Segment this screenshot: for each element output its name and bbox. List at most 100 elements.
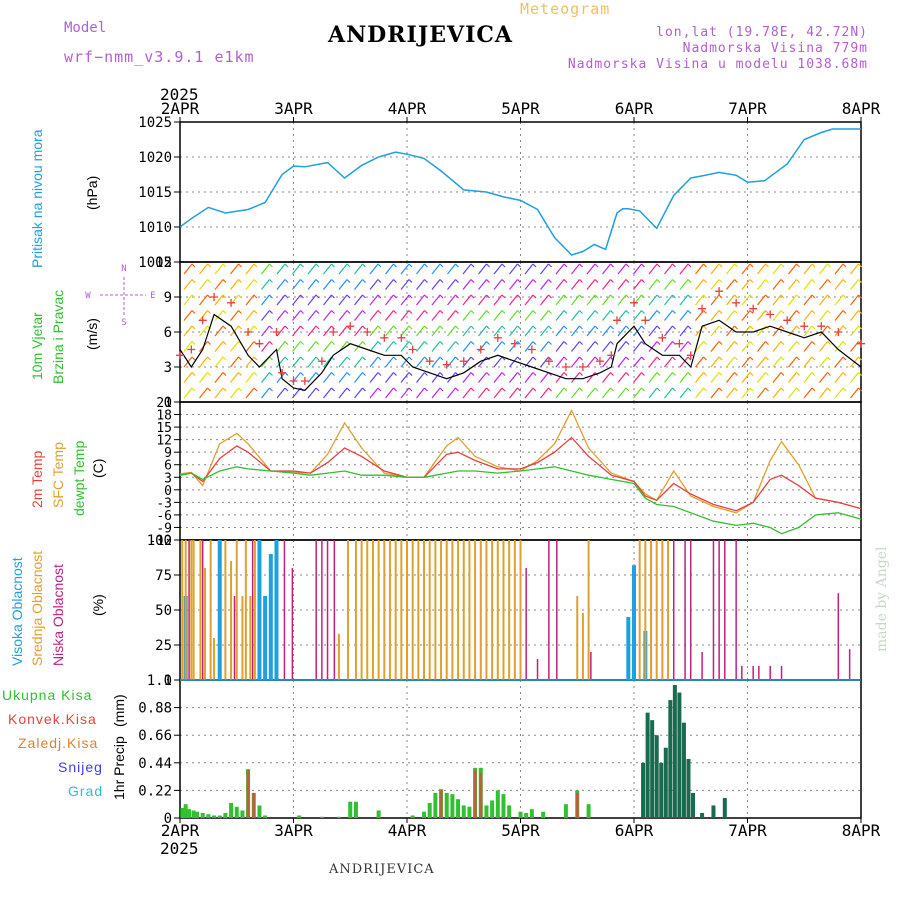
wind-barb (199, 310, 208, 321)
wind-barb (509, 356, 518, 368)
wind-barb-flag (734, 279, 738, 283)
wind-barb-flag (455, 263, 459, 268)
precip-legend-1: Konvek.Kisa (8, 711, 97, 727)
wind-gust-marker (641, 316, 650, 325)
wind-barb-flag (362, 294, 366, 299)
wind-barb-flag (284, 310, 289, 314)
cloud-bar (457, 540, 460, 680)
model-name: wrf−nmm_v3.9.1 e1km (64, 48, 255, 66)
cloud-bar (590, 652, 592, 680)
wind-barb-flag (362, 387, 366, 392)
wind-barb-flag (610, 372, 614, 376)
wind-barb (385, 310, 394, 321)
precip-bar (353, 801, 358, 818)
wind-barb-flag (517, 294, 521, 299)
wind-barb-flag (346, 279, 351, 283)
wind-barb (493, 325, 503, 337)
wind-gust-marker (658, 333, 667, 342)
x-tick-label-top: 4APR (388, 99, 427, 118)
wind-barb-flag (656, 356, 661, 361)
wind-barb-flag (563, 310, 568, 314)
wind-barb-flag (269, 341, 273, 345)
wind-barb (292, 341, 301, 352)
wind-barb-flag (858, 372, 862, 376)
wind-barb-flag (486, 341, 490, 345)
wind-barb (369, 310, 379, 321)
wind-barb (276, 310, 286, 321)
cloud-bar (769, 666, 771, 680)
wind-barb (540, 372, 549, 383)
compass-n: N (121, 264, 126, 274)
wind-barb (617, 325, 627, 337)
wind-gust-marker (176, 351, 184, 360)
cloud-bar (257, 540, 262, 680)
wind-barb-flag (191, 279, 196, 283)
wind-barb-flag (610, 263, 614, 268)
wind-barb-flag (315, 263, 320, 268)
wind-gust-marker (578, 363, 587, 371)
wind-barb-flag (191, 356, 196, 361)
wind-barb (710, 310, 720, 321)
wind-barb-flag (470, 356, 475, 361)
wind-barb (524, 279, 534, 290)
wind-gust-marker (595, 357, 604, 366)
wind-barb (199, 356, 208, 368)
cloud-bar (388, 540, 391, 680)
wind-barb (772, 356, 782, 368)
wind-barb-flag (517, 341, 521, 345)
wind-barb-flag (455, 279, 459, 283)
precip-bar (659, 762, 664, 818)
wind-barb (493, 372, 503, 383)
wind-barb (741, 310, 751, 321)
wind-barb-flag (470, 325, 475, 330)
wind-barb-flag (842, 279, 847, 283)
precip-bar (663, 747, 668, 818)
wind-barb (819, 279, 828, 290)
wind-gust-marker (380, 333, 389, 342)
wind-barb (276, 294, 286, 306)
wind-barb (757, 372, 766, 383)
wind-barb-flag (796, 310, 800, 314)
wind-gust-marker (715, 287, 724, 296)
wind-barb-flag (718, 294, 723, 299)
wind-barb-flag (300, 310, 304, 314)
y-tick-label: -6 (156, 509, 172, 524)
wind-barb (726, 387, 735, 399)
wind-barb-flag (315, 372, 320, 376)
cloud-bar (241, 596, 244, 680)
wind-barb (819, 372, 828, 383)
wind-barb-flag (393, 372, 397, 376)
wind-barb-flag (284, 263, 289, 268)
wind-barb (416, 294, 425, 306)
y-tick-label: 9 (164, 446, 172, 461)
wind-barb-flag (331, 310, 335, 314)
wind-barb-flag (191, 263, 196, 268)
wind-barb-flag (284, 341, 289, 345)
wind-barb-flag (424, 341, 428, 345)
y-tick-label: 0 (164, 395, 172, 411)
wind-barb (540, 310, 549, 321)
wind-barb (679, 279, 689, 290)
wind-barb (664, 294, 673, 306)
wind-barb-flag (362, 325, 366, 330)
wind-barb (695, 341, 704, 352)
wind-barb (695, 387, 704, 399)
wind-gust-marker (561, 363, 570, 371)
wind-gust-marker (476, 345, 485, 354)
cloud-bar (445, 540, 448, 680)
wind-barb-flag (749, 325, 754, 330)
temp-unit: (C) (90, 459, 106, 478)
cloud-bar (491, 540, 494, 680)
wind-barb (354, 372, 363, 383)
wind-gust-marker (732, 298, 741, 307)
cloud-bar (428, 540, 431, 680)
wind-barb-flag (238, 279, 242, 283)
wind-barb (850, 279, 859, 290)
precip-legend-3: Snijeg (58, 759, 103, 775)
wind-barb-flag (703, 341, 707, 345)
pressure-unit: (hPa) (84, 176, 100, 210)
wind-barb (369, 279, 379, 290)
wind-gust-marker (749, 304, 758, 313)
cloud-bar (684, 540, 686, 680)
wind-barb (819, 310, 828, 321)
